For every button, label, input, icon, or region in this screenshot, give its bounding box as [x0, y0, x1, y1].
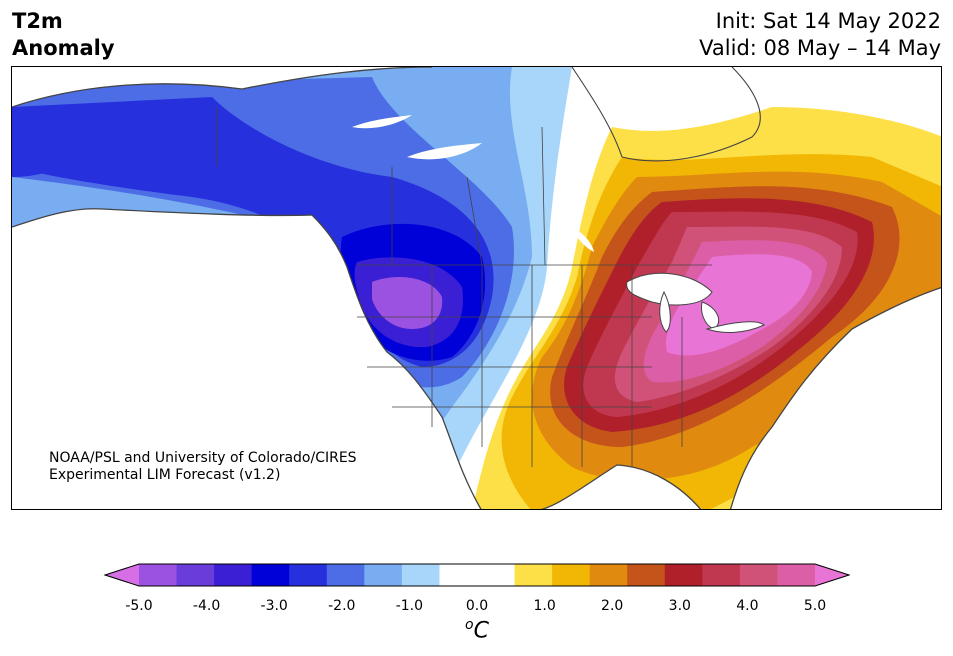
colorbar-cell	[176, 564, 215, 586]
map-svg	[12, 67, 941, 509]
forecast-dates: Init: Sat 14 May 2022 Valid: 08 May – 14…	[699, 8, 941, 62]
colorbar-unit: oC	[465, 617, 489, 643]
colorbar-cell	[552, 564, 591, 586]
anomaly-field	[12, 67, 941, 509]
unit-superscript: o	[465, 617, 474, 633]
colorbar-cell	[289, 564, 328, 586]
colorbar-tick-label: 4.0	[736, 598, 759, 614]
init-date: Init: Sat 14 May 2022	[715, 9, 941, 33]
colorbar-tick-label: -1.0	[395, 598, 424, 614]
colorbar-tick-label: 2.0	[601, 598, 624, 614]
colorbar-cell	[439, 564, 478, 586]
colorbar-tick-label: -5.0	[125, 598, 153, 614]
title-line-2: Anomaly	[12, 36, 115, 60]
colorbar-cell	[514, 564, 553, 586]
colorbar-tick-label: 5.0	[803, 598, 827, 614]
colorbar-cell	[251, 564, 290, 586]
unit-base: C	[473, 618, 489, 644]
colorbar-extend-high	[815, 564, 849, 586]
credit-text: NOAA/PSL and University of Colorado/CIRE…	[49, 450, 357, 484]
colorbar-extend-low	[105, 564, 139, 586]
colorbar-cell	[139, 564, 178, 586]
colorbar-cell	[589, 564, 628, 586]
colorbar-cell	[401, 564, 440, 586]
colorbar-cell	[739, 564, 778, 586]
title-line-1: T2m	[12, 9, 63, 33]
credit-line-2: Experimental LIM Forecast (v1.2)	[49, 467, 281, 483]
colorbar-cells	[105, 564, 849, 586]
colorbar-cell	[364, 564, 403, 586]
colorbar-cell	[702, 564, 741, 586]
colorbar	[104, 563, 850, 587]
boundaries	[216, 107, 712, 467]
valid-range: Valid: 08 May – 14 May	[699, 36, 941, 60]
colorbar-outline	[104, 563, 850, 587]
colorbar-tick-label: 0.0	[465, 598, 489, 614]
anomaly-map	[11, 66, 942, 510]
colorbar-tick-label: -4.0	[192, 598, 221, 614]
colorbar-cell	[777, 564, 816, 586]
colorbar-tick-label: -2.0	[328, 598, 356, 614]
colorbar-tick-label: -3.0	[260, 598, 288, 614]
coastline	[12, 67, 941, 509]
colorbar-tick-label: 3.0	[668, 598, 691, 614]
colorbar-cell	[214, 564, 253, 586]
map-title: T2m Anomaly	[12, 8, 115, 62]
credit-line-1: NOAA/PSL and University of Colorado/CIRE…	[49, 450, 357, 466]
colorbar-cell	[664, 564, 703, 586]
colorbar-cell	[627, 564, 666, 586]
colorbar-tick-label: 1.0	[533, 598, 556, 614]
colorbar-cell	[477, 564, 516, 586]
colorbar-cell	[326, 564, 365, 586]
